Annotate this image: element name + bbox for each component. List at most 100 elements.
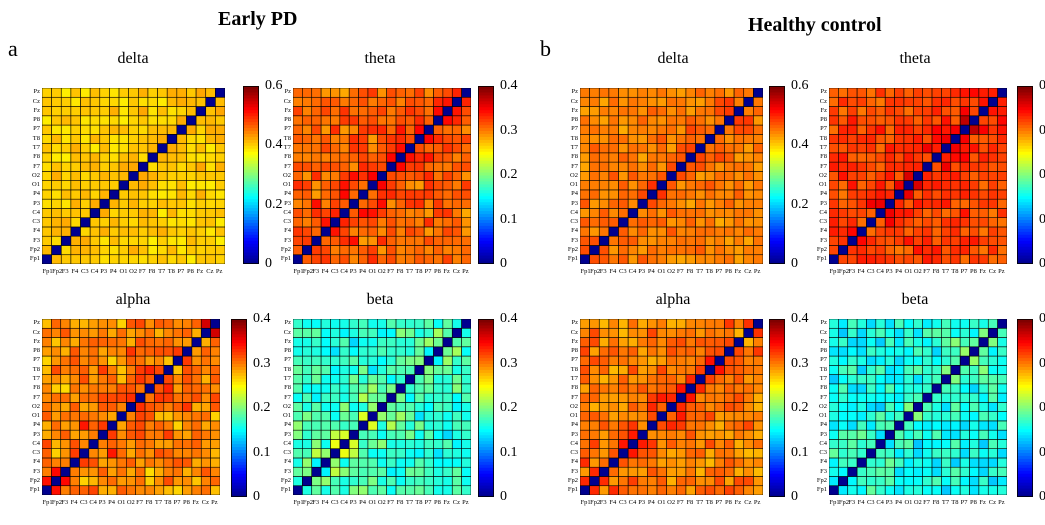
colorbar-segment [478,115,494,120]
colorbar-segment [769,216,785,220]
heatmap-cell [302,439,313,449]
colorbar-segment [769,127,785,131]
heatmap-cell [339,189,350,200]
heatmap-cell [598,143,610,154]
heatmap-cell [894,485,905,495]
heatmap-cell [358,143,369,154]
colorbar-segment [769,458,785,462]
heatmap-cell [109,88,120,98]
heatmap-cell [377,327,387,338]
colorbar-segment [1017,348,1033,353]
heatmap-cell [922,337,933,348]
heatmap-cell [987,355,998,366]
heatmap-cell [433,152,444,163]
heatmap-cell [884,88,895,98]
heatmap-cell [191,429,202,440]
x-tick-label: C4 [628,499,637,506]
heatmap-cell [166,161,178,172]
heatmap-cell [724,337,735,348]
heatmap-cell [866,161,877,172]
heatmap-cell [154,411,165,422]
heatmap-cell [941,217,952,228]
y-tick-label: T8 [32,365,40,373]
heatmap-cell [147,134,158,144]
heatmap-cell [70,189,81,200]
heatmap-cell [433,439,444,449]
heatmap-cell [386,254,397,264]
heatmap-cell [163,319,174,329]
heatmap-cell [293,235,303,246]
heatmap-cell [60,439,71,449]
colorbar-segment [231,446,247,451]
heatmap-cell [856,235,867,246]
heatmap-cell [637,96,648,107]
colorbar-segment [478,169,494,173]
heatmap-cell [302,189,313,200]
heatmap-cell [163,466,174,477]
heatmap-cell [847,134,858,144]
heatmap-cell [637,180,648,191]
heatmap-cell [884,208,895,218]
heatmap-cell [847,96,858,107]
heatmap-cell [714,327,725,338]
heatmap-cell [395,485,406,495]
heatmap-cell [109,124,120,135]
heatmap-cell [913,429,923,440]
heatmap-cell [69,402,80,412]
colorbar-segment [478,112,494,117]
colorbar-segment [769,112,785,117]
heatmap-cell [866,189,877,200]
heatmap-cell [88,346,99,357]
colorbar-segment [243,103,259,108]
heatmap-cell [931,143,942,154]
heatmap-cell [154,466,165,477]
heatmap-cell [461,143,471,154]
heatmap-cell [589,429,600,440]
heatmap-cell [969,124,980,135]
heatmap-cell [405,245,416,256]
heatmap-cell [931,189,942,200]
heatmap-cell [997,411,1007,422]
colorbar [243,86,259,264]
heatmap-cell [51,180,62,191]
heatmap-cell [704,374,716,385]
heatmap-cell [931,254,942,264]
heatmap-cell [676,485,687,495]
heatmap-cell-diagonal [395,383,406,394]
heatmap-cell [186,88,197,98]
heatmap-cell [330,115,341,126]
heatmap-cell [875,152,886,163]
heatmap-cell [51,374,62,385]
heatmap-cell [433,106,444,117]
colorbar-segment [769,231,785,235]
heatmap-cell-diagonal [666,402,677,412]
heatmap-cell-diagonal [875,439,886,449]
heatmap-cell [116,337,127,348]
heatmap-cell [704,226,716,237]
heatmap-cell-diagonal [320,226,331,237]
heatmap-cell [60,198,72,209]
heatmap-cell [922,457,933,468]
heatmap-cell [60,355,71,366]
heatmap-cell [950,245,961,256]
heatmap-cell [866,245,877,256]
heatmap-cell [695,189,706,200]
heatmap-cell [126,457,136,468]
heatmap-cell [79,402,90,412]
x-tick-label: P7 [960,268,968,275]
heatmap-cell [311,217,322,228]
heatmap-cell [959,337,970,348]
colorbar-segment [1017,479,1033,483]
heatmap-cell [598,374,610,385]
heatmap-cell [451,189,462,200]
heatmap-cell [405,355,416,366]
heatmap-cell [695,439,706,449]
heatmap-cell [676,198,687,209]
heatmap-cell [330,319,341,329]
heatmap-cell-diagonal [969,115,980,126]
heatmap-cell [637,134,648,144]
colorbar-segment [231,405,247,409]
colorbar-segment [1017,243,1033,247]
heatmap-cell [461,448,471,459]
colorbar-segment [1017,151,1033,155]
